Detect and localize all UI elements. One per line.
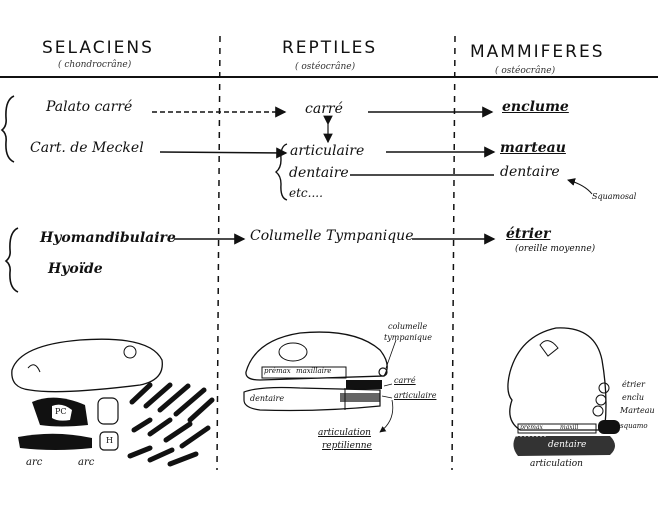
term-marteau: marteau [500,140,566,156]
col-title-selaciens: SELACIENS [42,38,154,58]
reptile-sketch [243,331,397,433]
mammal-label-articulation: articulation [530,459,583,469]
reptile-label-articulaire: articulaire [394,391,437,400]
selacian-meckel [18,433,92,450]
term-hyoide: Hyoïde [48,261,103,277]
selacian-skull [11,338,163,393]
selacian-sketch [11,338,215,467]
reptile-jaw [243,386,381,412]
brace-top [0,95,15,163]
mammal-incus [595,394,607,406]
mammal-label-maxill: maxill [560,424,579,431]
reptile-label-articulation: articulation [318,428,371,438]
divider-left [216,35,221,471]
mammal-label-premax: prémax [520,424,543,431]
term-enclume: enclume [502,99,569,115]
mammal-stapes [598,382,610,394]
mammal-sketch [507,327,620,456]
mammal-label-dentaire: dentaire [548,440,587,450]
mammal-skull [507,327,607,431]
reptile-quadrate [346,380,382,389]
term-articulaire: articulaire [290,143,365,159]
mammal-label-marteau: Marteau [620,406,655,415]
selacian-hyomandibular [97,397,119,425]
sketch-label-h: H [106,436,113,445]
term-oreille-moyenne: (oreille moyenne) [515,244,596,254]
mammal-dentary [513,436,615,456]
term-columelle-tympanique: Columelle Tympanique [250,228,414,244]
arrow-squamosal [567,178,593,195]
col-sub-mammiferes: ( ostéocrâne) [495,66,556,76]
term-hyomandibulaire: Hyomandibulaire [40,230,176,246]
col-sub-selaciens: ( chondrocrâne) [58,60,132,70]
reptile-articular [340,393,380,402]
reptile-label-columelle: columelle [388,322,428,331]
brace-bottom [4,227,19,293]
sketch-label-arc-2: arc [78,457,95,468]
mammal-label-etrier: étrier [622,380,645,389]
reptile-label-premax: prémax [264,367,291,375]
mammal-label-squamosal: squamo [620,422,648,430]
term-cart-meckel: Cart. de Meckel [30,140,144,156]
col-sub-reptiles: ( ostéocrâne) [295,62,356,72]
term-etc: etc.... [289,186,323,200]
term-dentaire-mammifere: dentaire [500,164,560,180]
reptile-label-tympanique: tympanique [384,333,432,342]
term-squamosal: Squamosal [592,192,637,201]
col-title-mammiferes: MAMMIFERES [470,42,605,62]
divider-right [451,35,456,471]
reptile-columella [378,367,388,377]
arrow-meckel-articulaire [159,147,288,159]
sketch-label-arc-1: arc [26,457,43,468]
mammal-malleus [592,405,604,417]
term-palato-carre: Palato carré [46,99,133,115]
reptile-premax-box [261,366,347,379]
selacian-gill-arches [127,382,215,467]
reptile-label-reptilienne: reptilienne [322,441,372,451]
col-title-reptiles: REPTILES [282,38,378,58]
reptile-label-maxillaire: maxillaire [296,367,332,375]
term-dentaire-reptile: dentaire [289,165,349,181]
term-carre: carré [305,101,343,117]
mammal-label-enclu: enclu [622,393,645,402]
reptile-label-dentaire: dentaire [250,394,285,403]
mammal-maxilla [517,423,597,434]
term-etrier: étrier [506,226,551,242]
sketch-label-pc: PC [55,407,67,416]
reptile-label-carre: carré [394,376,416,385]
mammal-squamosal [598,420,620,434]
reptile-skull [245,331,388,381]
